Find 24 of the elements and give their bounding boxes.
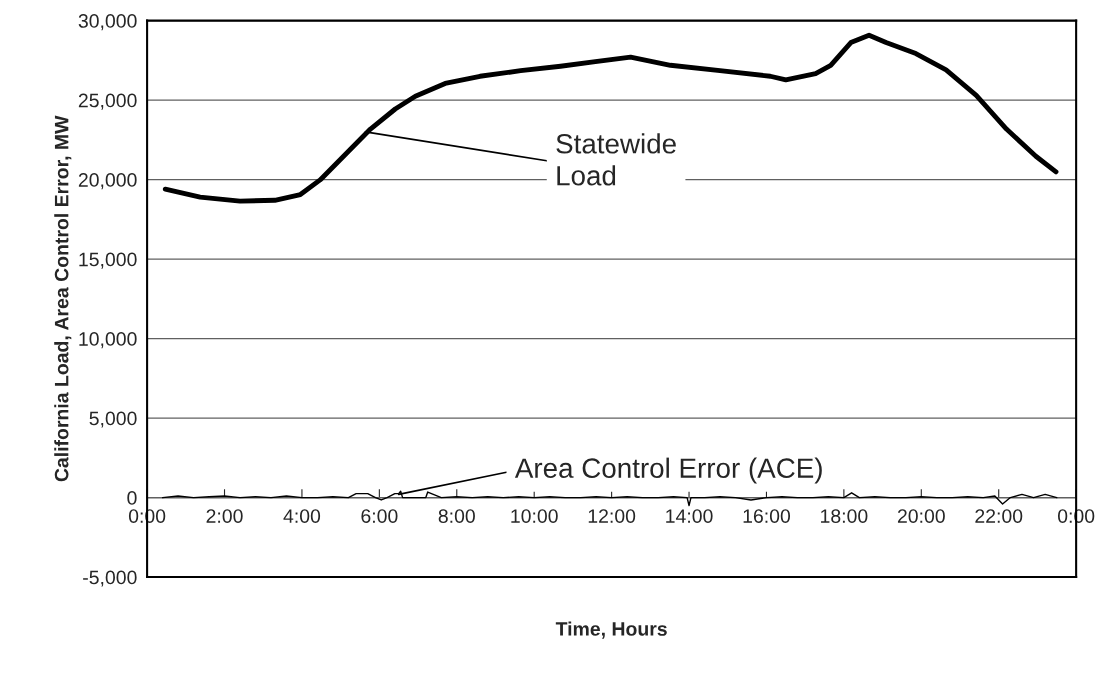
x-tick-label: 8:00 <box>438 509 475 523</box>
y-axis-title: California Load, Area Control Error, MW <box>54 115 72 482</box>
annotation: Statewide Load <box>556 133 676 186</box>
x-tick-label: 20:00 <box>897 509 945 523</box>
y-tick-label: 0 <box>127 491 137 505</box>
x-tick-label: 10:00 <box>511 509 558 523</box>
y-tick-label: 25,000 <box>78 93 137 110</box>
x-tick-label: 18:00 <box>821 509 868 523</box>
x-tick-label: 22:00 <box>975 509 1023 523</box>
x-tick-label: 12:00 <box>588 509 636 523</box>
x-tick-label: 2:00 <box>206 509 243 523</box>
y-tick-label: 30,000 <box>78 14 137 31</box>
y-tick-label: 15,000 <box>79 252 137 269</box>
annotation: Area Control Error (ACE) <box>514 457 822 484</box>
x-tick-label: 6:00 <box>361 509 398 523</box>
x-axis-title: Time, Hours <box>555 621 667 639</box>
y-tick-label: 20,000 <box>78 173 137 190</box>
y-tick-label: 10,000 <box>79 332 137 349</box>
line-series <box>162 32 1059 204</box>
x-tick-label: 4:00 <box>283 509 321 523</box>
y-tick-label: 5,000 <box>89 411 137 428</box>
x-tick-label: 16:00 <box>743 509 791 523</box>
x-tick-label: 14:00 <box>666 509 713 523</box>
y-tick-label: -5,000 <box>83 570 137 587</box>
